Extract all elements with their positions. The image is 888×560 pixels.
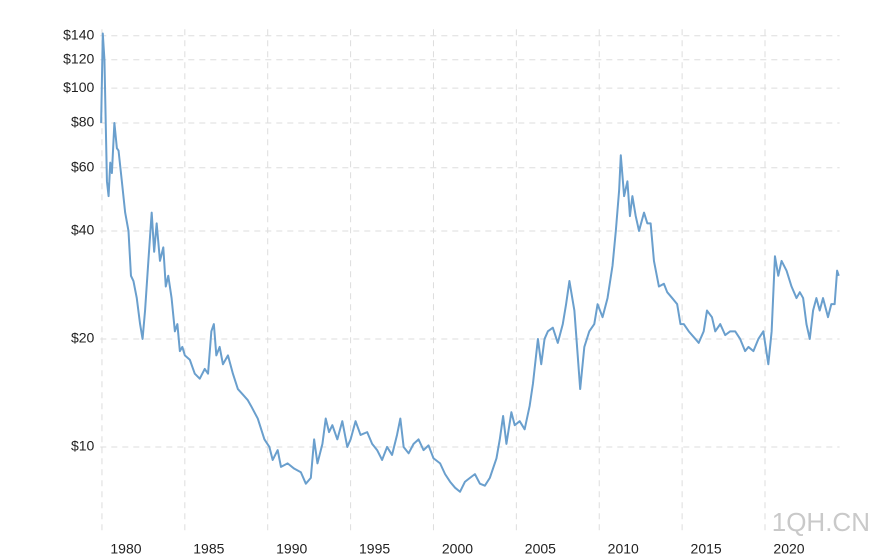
y-tick-label: $40 [71, 222, 95, 238]
x-tick-label: 2020 [773, 541, 804, 557]
x-tick-label: 2015 [691, 541, 722, 557]
y-tick-label: $60 [71, 158, 95, 174]
y-tick-label: $20 [71, 330, 95, 346]
y-tick-label: $80 [71, 114, 95, 130]
x-tick-label: 1990 [276, 541, 307, 557]
x-tick-label: 2005 [525, 541, 556, 557]
x-tick-label: 2000 [442, 541, 473, 557]
x-tick-label: 1980 [110, 541, 141, 557]
y-tick-label: $120 [63, 50, 94, 66]
x-tick-label: 1985 [193, 541, 224, 557]
watermark: 1QH.CN [772, 507, 870, 537]
y-tick-label: $10 [71, 438, 95, 454]
x-tick-label: 2010 [608, 541, 639, 557]
price-line [100, 32, 840, 493]
y-tick-label: $100 [63, 79, 94, 95]
y-tick-label: $140 [63, 26, 94, 42]
x-tick-label: 1995 [359, 541, 390, 557]
